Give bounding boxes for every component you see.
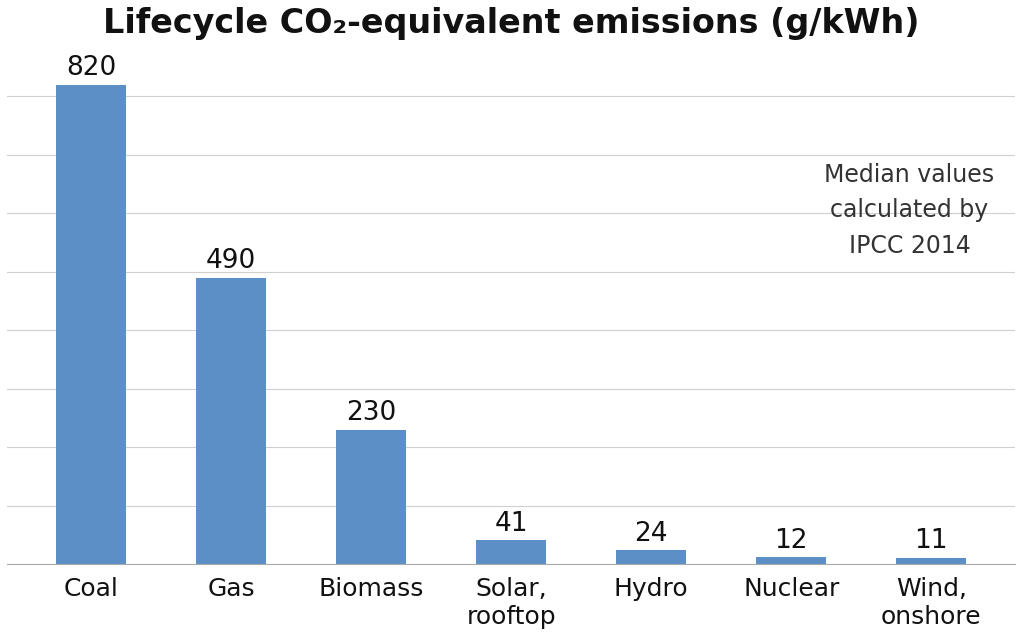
Text: 12: 12 xyxy=(774,527,808,553)
Bar xyxy=(757,557,826,564)
Bar xyxy=(896,558,967,564)
Text: 11: 11 xyxy=(914,528,948,554)
Text: 490: 490 xyxy=(206,248,256,274)
Bar xyxy=(616,550,686,564)
Bar xyxy=(196,277,266,564)
Text: Median values
calculated by
IPCC 2014: Median values calculated by IPCC 2014 xyxy=(824,163,994,258)
Text: 41: 41 xyxy=(495,511,528,537)
Title: Lifecycle CO₂-equivalent emissions (g/kWh): Lifecycle CO₂-equivalent emissions (g/kW… xyxy=(102,7,920,40)
Bar xyxy=(336,429,407,564)
Text: 230: 230 xyxy=(346,400,396,426)
Text: 820: 820 xyxy=(66,55,116,81)
Bar xyxy=(476,540,546,564)
Text: 24: 24 xyxy=(635,520,668,546)
Bar xyxy=(56,85,126,564)
